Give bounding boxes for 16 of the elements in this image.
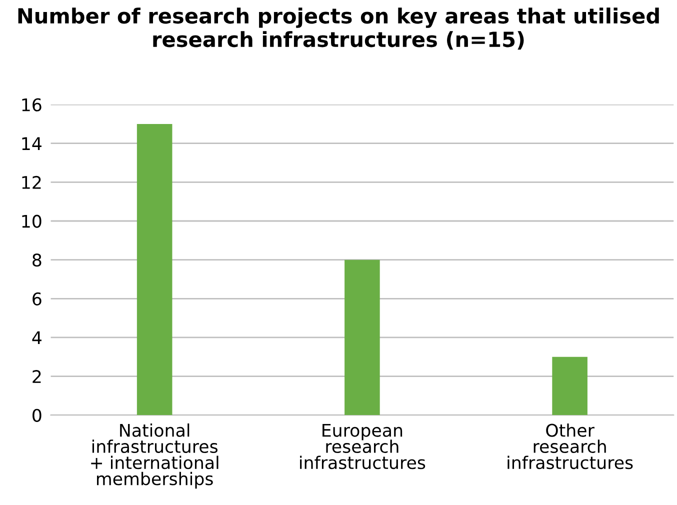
bar <box>552 356 588 416</box>
y-tick-label: 8 <box>32 254 42 267</box>
y-tick-label: 14 <box>22 137 42 150</box>
y-tick-label: 2 <box>32 370 41 383</box>
x-tick-label: National infrastructures + international memberships <box>91 423 218 489</box>
y-tick-label: 16 <box>22 98 42 112</box>
chart-title: Number of research projects on key areas that utilised research infrastructures (n=15) <box>18 8 659 50</box>
y-tick-label: 0 <box>32 408 42 422</box>
x-tick-label: Other research infrastructures <box>508 423 633 470</box>
y-tick-label: 4 <box>32 331 42 344</box>
y-tick-label: 6 <box>32 292 42 306</box>
y-tick-label: 12 <box>22 176 41 189</box>
x-tick-label: European research infrastructures <box>300 424 426 470</box>
y-tick-label: 10 <box>22 214 42 228</box>
bar <box>344 260 380 416</box>
bar <box>136 124 172 416</box>
